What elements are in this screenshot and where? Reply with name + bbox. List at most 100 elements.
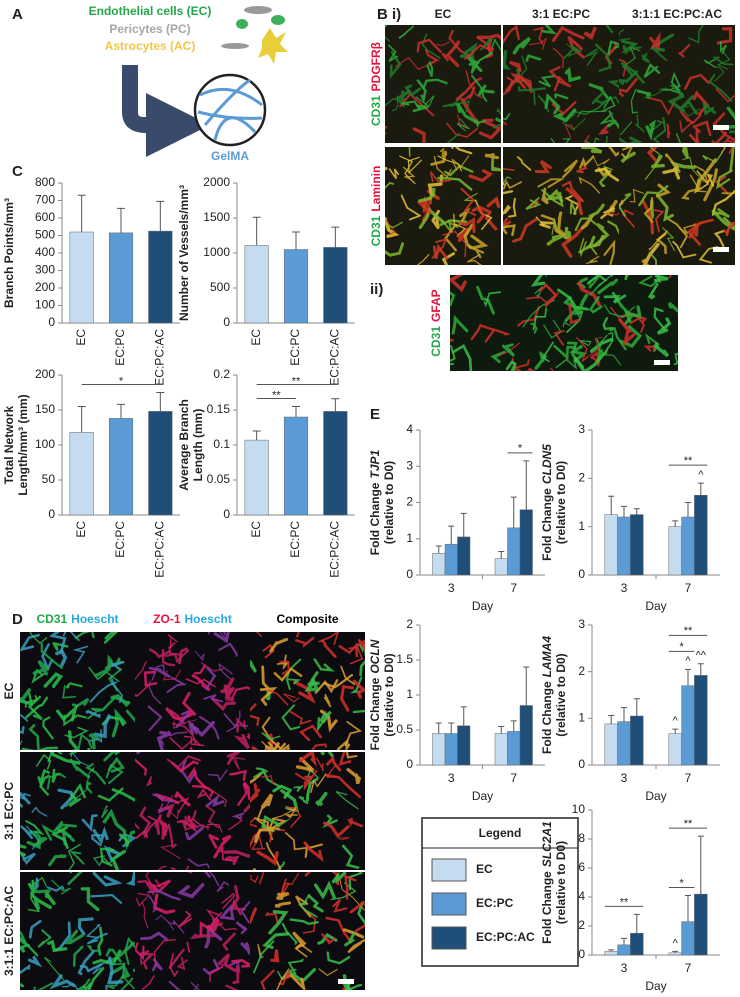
vessel <box>450 291 456 307</box>
vessel <box>319 710 332 723</box>
y-tick-label: 0 <box>48 507 55 521</box>
vessel <box>49 974 76 990</box>
significance-label: ^ <box>673 937 679 949</box>
bar <box>694 893 708 956</box>
vessel <box>680 95 698 115</box>
vessel <box>192 819 210 828</box>
vessel <box>576 163 588 174</box>
vessel <box>453 213 467 237</box>
vessel <box>206 805 220 829</box>
vessel <box>654 275 662 283</box>
vessel <box>250 703 260 727</box>
vessel <box>224 686 235 702</box>
vessel <box>564 124 576 138</box>
vessel <box>599 275 613 287</box>
x-tick-label: EC:PC:AC <box>328 521 342 578</box>
vessel <box>231 686 250 699</box>
error-bar <box>292 231 300 250</box>
vessel <box>250 817 258 828</box>
vessel <box>479 37 494 51</box>
hydrogel-label: GelMA <box>211 149 249 163</box>
vessel <box>51 879 72 895</box>
vessel <box>302 911 317 934</box>
vessel <box>679 110 702 125</box>
vessel <box>388 168 400 180</box>
vessel <box>344 932 356 947</box>
vessel <box>471 206 486 224</box>
scale-bar <box>654 360 670 365</box>
vessel <box>416 38 442 53</box>
x-axis-label: Day <box>645 979 666 993</box>
vessel <box>185 678 216 688</box>
vessel <box>666 123 671 139</box>
vessel <box>429 171 451 183</box>
vessel <box>446 133 460 143</box>
vessel <box>338 837 350 841</box>
vessel <box>314 679 339 694</box>
x-tick-label: EC <box>249 521 263 538</box>
vessel <box>629 317 646 333</box>
stain-label: CD31 PDGFRβ <box>369 42 383 126</box>
vessel <box>484 328 511 343</box>
vessel <box>643 62 661 79</box>
vessel <box>77 917 94 936</box>
vessel <box>166 755 201 769</box>
cell-type: Endothelial cells (EC) <box>89 4 212 18</box>
y-axis-label: Fold Change TJP1 <box>368 450 382 556</box>
significance-label: ^ <box>685 655 691 667</box>
vessel <box>268 910 289 935</box>
vessel <box>191 785 215 798</box>
vessel <box>90 894 123 904</box>
y-tick-label: 1 <box>406 687 413 701</box>
vessel <box>486 196 501 209</box>
vessel <box>71 697 90 708</box>
vessel <box>340 665 356 685</box>
vessel <box>316 757 325 772</box>
vessel <box>250 660 257 673</box>
y-axis-label-note: (relative to D0) <box>382 461 396 544</box>
y-axis-label-text: Fold Change <box>540 488 554 561</box>
vessel <box>332 898 348 913</box>
vessel <box>56 703 79 722</box>
vessel <box>276 968 290 990</box>
column-header: 3:1:1 EC:PC:AC <box>632 7 722 21</box>
error-bar <box>633 913 640 934</box>
vessel <box>702 100 717 116</box>
vessel <box>455 102 479 125</box>
vessel <box>256 850 279 866</box>
error-bar <box>633 698 640 716</box>
vessel <box>635 114 645 133</box>
vessel <box>416 79 427 104</box>
vessel <box>310 743 327 750</box>
vessel <box>445 40 461 68</box>
vessel <box>459 217 476 233</box>
vessel <box>218 662 233 680</box>
vessel <box>673 352 678 366</box>
vessel <box>41 820 64 841</box>
vessel <box>147 705 163 732</box>
vessel <box>654 48 668 62</box>
vessel <box>205 872 220 887</box>
micrograph <box>250 632 365 750</box>
vessel <box>33 982 54 990</box>
vessel <box>702 152 723 164</box>
y-tick-label: 2 <box>578 664 585 678</box>
vessel <box>174 790 191 807</box>
vessel <box>648 230 668 251</box>
vessel <box>641 258 650 265</box>
vessel <box>310 773 327 793</box>
vessel <box>200 662 226 672</box>
vessel <box>338 752 352 766</box>
vessel <box>261 775 274 784</box>
y-axis-label-gene: TJP1 <box>368 450 382 479</box>
scale-bar <box>713 125 729 130</box>
significance-label: * <box>119 375 124 387</box>
error-bar <box>685 895 691 922</box>
bar <box>519 705 533 766</box>
x-tick-label: 3 <box>448 771 455 785</box>
significance-label: ^^ <box>696 650 707 662</box>
bar <box>494 733 508 766</box>
vessel <box>135 758 148 776</box>
vessel <box>339 684 355 712</box>
vessel <box>586 255 600 264</box>
